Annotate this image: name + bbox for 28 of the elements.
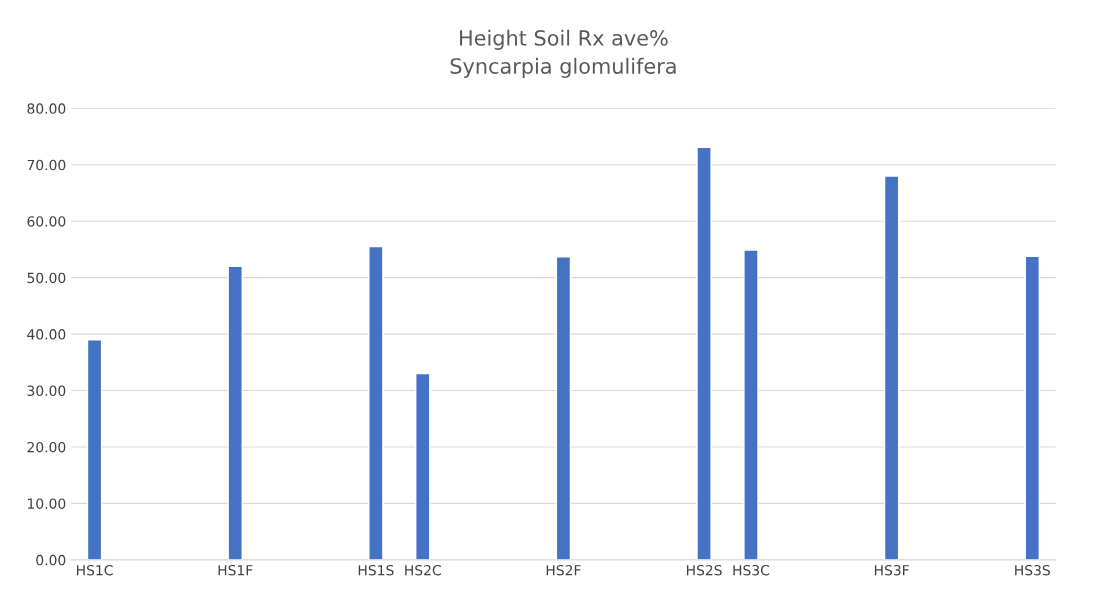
x-tick-label: HS1S [358, 564, 394, 576]
x-tick-label: HS3F [874, 564, 909, 576]
bar [555, 256, 572, 560]
x-tick-label: HS2F [546, 564, 581, 576]
bar [227, 265, 243, 560]
x-tick-label: HS1C [77, 564, 113, 576]
bar [883, 175, 900, 560]
x-tick-label: HS3C [733, 564, 770, 576]
y-tick-label: 40.00 [27, 329, 66, 340]
y-tick-label: 50.00 [27, 272, 66, 284]
y-tick-label: 20.00 [27, 441, 66, 453]
bar [743, 249, 759, 560]
y-tick-label: 10.00 [28, 498, 66, 509]
x-tick-label: HS2S [686, 564, 722, 576]
bar [368, 245, 384, 560]
chart-title: Height Soil Rx ave% Syncarpia glomulifera [450, 29, 676, 78]
bar [1024, 255, 1040, 560]
y-tick-label: 80.00 [27, 103, 66, 114]
x-tick-label: HS1F [218, 564, 253, 576]
bar [86, 339, 103, 560]
x-tick-label: HS2C [405, 564, 441, 576]
x-tick-label: HS3S [1015, 564, 1050, 576]
y-tick-label: 60.00 [27, 216, 66, 227]
bar [415, 372, 431, 560]
y-tick-label: 70.00 [27, 159, 66, 171]
y-tick-label: 0.00 [36, 554, 66, 566]
bar [696, 146, 712, 560]
y-tick-label: 30.00 [27, 385, 66, 397]
